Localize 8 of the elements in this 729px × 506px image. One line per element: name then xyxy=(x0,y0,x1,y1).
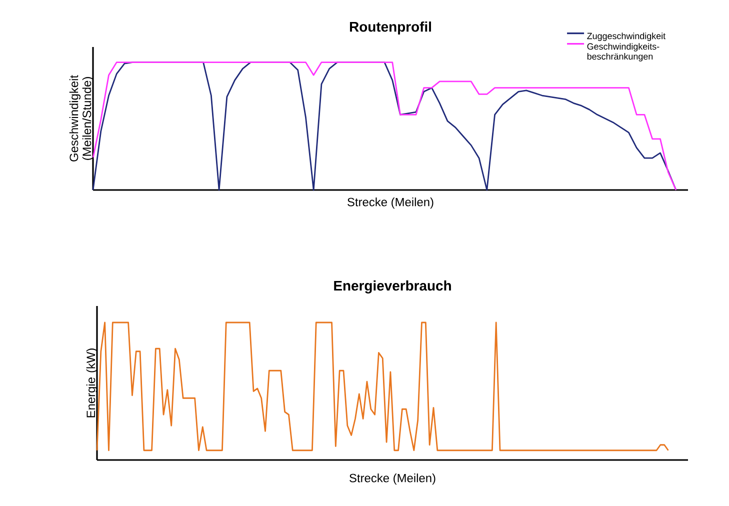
chart-title: Energieverbrauch xyxy=(334,280,451,294)
legend-label: Geschwindigkeits-beschränkungen xyxy=(587,43,660,62)
x-axis-title: Strecke (Meilen) xyxy=(350,474,436,485)
y-axis-title: Energie (kW) xyxy=(86,348,98,418)
legend-label: Zuggeschwindigkeit xyxy=(587,32,666,41)
y-axis-title: Geschwindigkeit (Meilen/Stunde) xyxy=(69,75,94,162)
x-axis-title: Strecke (Meilen) xyxy=(348,198,434,209)
chart-title: Routenprofil xyxy=(350,21,431,34)
